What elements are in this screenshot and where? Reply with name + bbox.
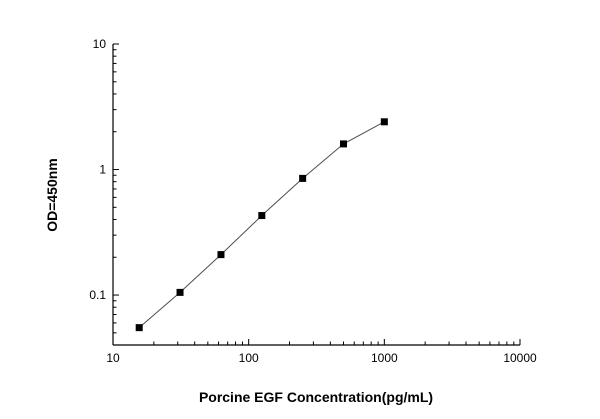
y-axis-ticks: 0.1 1 10 <box>89 37 119 334</box>
data-point <box>135 324 143 332</box>
x-axis-ticks: 10 100 1000 10000 <box>106 339 537 365</box>
data-point <box>380 118 388 126</box>
plot-layer: 10 100 1000 10000 0.1 1 10 <box>89 37 537 365</box>
x-tick-label: 1000 <box>371 351 398 365</box>
x-tick-label: 100 <box>239 351 259 365</box>
data-point <box>217 251 225 259</box>
series-markers <box>135 118 388 332</box>
series-line <box>138 121 385 329</box>
y-tick-label: 10 <box>93 37 107 51</box>
y-tick-label: 0.1 <box>89 288 106 302</box>
x-tick-label: 10 <box>106 351 120 365</box>
y-axis-title: OD=450nm <box>44 158 60 232</box>
data-point <box>258 212 266 220</box>
data-point <box>339 140 347 148</box>
x-tick-label: 10000 <box>503 351 537 365</box>
x-axis-title: Porcine EGF Concentration(pg/mL) <box>199 389 433 405</box>
y-tick-label: 1 <box>99 163 106 177</box>
data-point <box>176 288 184 296</box>
data-point <box>299 174 307 182</box>
